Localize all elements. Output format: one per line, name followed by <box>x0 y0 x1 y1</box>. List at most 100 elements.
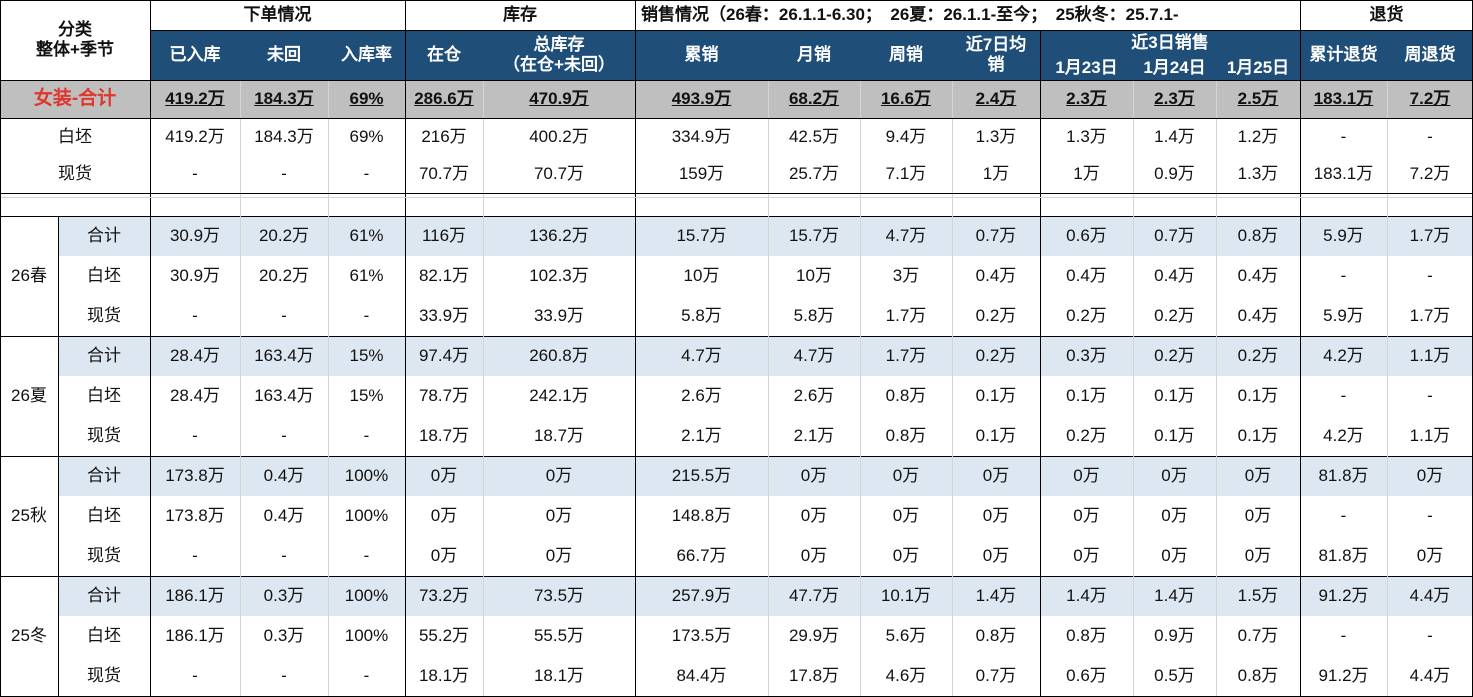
data-cell: 1.2万 <box>1237 126 1279 146</box>
total-cell: 16.6万 <box>860 80 952 118</box>
data-cell: 0.2万 <box>952 336 1040 376</box>
data-cell: 0.1万 <box>1154 426 1195 445</box>
data-cell: 4.6万 <box>885 666 927 685</box>
data-cell: 0.2万 <box>1066 426 1107 445</box>
data-cell: 9.4万 <box>885 126 927 146</box>
row-label: 白坯 <box>87 386 121 405</box>
data-cell: 0.8万 <box>975 626 1017 645</box>
data-cell: 159万 <box>678 164 725 184</box>
data-cell: 0.7万 <box>952 216 1040 256</box>
data-cell: 1.4万 <box>1133 576 1216 616</box>
data-cell: 0.4万 <box>1154 266 1195 285</box>
data-cell: 0.7万 <box>1237 626 1279 645</box>
border <box>1300 0 1301 697</box>
data-cell: 0万 <box>1133 456 1216 496</box>
data-cell: 0万 <box>800 546 828 565</box>
data-cell: 100% <box>328 576 405 616</box>
data-cell: 1万 <box>982 164 1010 184</box>
data-cell: 0.3万 <box>240 576 328 616</box>
total-cell: 2.3万 <box>1040 80 1133 118</box>
season-label: 26夏 <box>11 386 47 405</box>
data-cell: 7.2万 <box>1409 164 1451 184</box>
data-cell: 47.7万 <box>768 576 860 616</box>
data-cell: 100% <box>328 456 405 496</box>
data-cell: 1.4万 <box>1040 576 1133 616</box>
data-cell: 69% <box>349 126 384 146</box>
data-cell: 4.2万 <box>1323 426 1364 445</box>
total-cell: 68.2万 <box>768 80 860 118</box>
data-cell: 1.3万 <box>1237 164 1279 184</box>
data-cell: 0.1万 <box>1066 386 1107 405</box>
border <box>0 216 1473 217</box>
border <box>860 80 861 697</box>
data-cell: 10万 <box>683 266 720 285</box>
data-cell: - <box>192 546 198 565</box>
total-cell: 69% <box>328 80 405 118</box>
data-cell: 55.5万 <box>533 626 585 645</box>
row-label: 合计 <box>58 216 150 256</box>
data-cell: 260.8万 <box>483 336 635 376</box>
data-cell: 28.4万 <box>150 336 240 376</box>
data-cell: 15.7万 <box>768 216 860 256</box>
data-cell: 18.1万 <box>533 666 585 685</box>
data-cell: 10.1万 <box>860 576 952 616</box>
data-cell: - <box>281 306 287 325</box>
total-cell: 7.2万 <box>1387 80 1473 118</box>
data-cell: 30.9万 <box>150 216 240 256</box>
data-cell: 17.8万 <box>788 666 840 685</box>
column-header: 累销 <box>635 30 768 80</box>
data-cell: 0万 <box>1387 456 1473 496</box>
data-cell: - <box>192 426 198 445</box>
data-cell: 173.8万 <box>150 456 240 496</box>
data-cell: 0.2万 <box>1154 306 1195 325</box>
data-cell: 5.6万 <box>885 626 927 645</box>
data-cell: 18.7万 <box>533 426 585 445</box>
total-label: 女装-合计 <box>0 80 150 118</box>
season-label: 25冬 <box>11 626 47 645</box>
row-label: 白坯 <box>87 626 121 645</box>
data-cell: - <box>1427 266 1433 285</box>
data-cell: 0万 <box>1416 546 1444 565</box>
border <box>0 576 1473 577</box>
total-cell: 2.3万 <box>1133 80 1216 118</box>
data-cell: 1.7万 <box>1387 216 1473 256</box>
data-cell: 216万 <box>421 126 467 146</box>
data-cell: 0.7万 <box>975 666 1017 685</box>
data-cell: 0.1万 <box>1237 386 1279 405</box>
border <box>1387 80 1388 697</box>
data-cell: 2.6万 <box>793 386 835 405</box>
data-cell: 4.2万 <box>1300 336 1387 376</box>
column-header: 周销 <box>860 30 952 80</box>
border <box>0 197 1473 198</box>
data-cell: 0万 <box>1073 546 1100 565</box>
data-cell: 0万 <box>430 546 458 565</box>
border <box>635 0 636 697</box>
column-header: 未回 <box>240 30 328 80</box>
row-label: 现货 <box>87 306 121 325</box>
data-cell: 3万 <box>892 266 920 285</box>
data-cell: 73.2万 <box>405 576 483 616</box>
data-cell: 0万 <box>952 456 1040 496</box>
data-cell: 28.4万 <box>169 386 221 405</box>
row-label: 现货 <box>87 666 121 685</box>
data-cell: 20.2万 <box>258 266 310 285</box>
data-cell: - <box>363 164 370 184</box>
data-cell: 33.9万 <box>533 306 585 325</box>
data-cell: 78.7万 <box>418 386 470 405</box>
data-cell: 4.4万 <box>1387 576 1473 616</box>
border <box>0 80 1473 81</box>
data-cell: 0.5万 <box>1154 666 1195 685</box>
data-cell: 0.6万 <box>1066 666 1107 685</box>
border <box>1216 80 1217 697</box>
border <box>58 216 59 697</box>
column-header: 月销 <box>768 30 860 80</box>
data-cell: 70.7万 <box>418 164 470 184</box>
row-label: 现货 <box>58 164 92 184</box>
data-cell: - <box>1340 386 1347 405</box>
data-cell: 18.7万 <box>418 426 470 445</box>
data-cell: 84.4万 <box>676 666 727 685</box>
data-cell: - <box>363 546 370 565</box>
border <box>952 80 953 697</box>
data-cell: 400.2万 <box>529 126 589 146</box>
